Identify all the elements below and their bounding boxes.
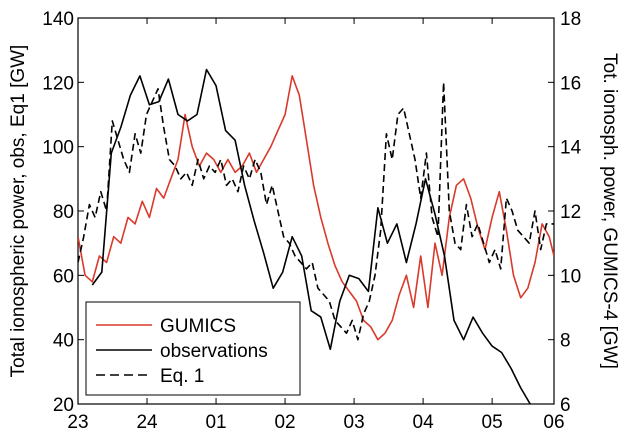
x-tick-label: 03: [344, 412, 365, 433]
x-tick-label: 06: [543, 412, 564, 433]
left-y-tick-label: 80: [53, 202, 74, 223]
left-y-tick-label: 100: [42, 138, 74, 159]
left-y-tick-label: 40: [53, 331, 74, 352]
left-y-tick-label: 60: [53, 266, 74, 287]
left-y-tick-label: 140: [42, 9, 74, 30]
left-y-tick-label: 120: [42, 73, 74, 94]
legend: GUMICS observations Eq. 1: [85, 301, 301, 396]
x-axis: 23 24 01 02 03 04 05 06: [67, 18, 565, 433]
series-line-observations: [91, 68, 531, 404]
series-line-eq-1: [78, 81, 554, 341]
right-y-tick-label: 10: [560, 266, 581, 287]
x-tick-label: 23: [67, 412, 88, 433]
right-y-tick-label: 14: [560, 138, 582, 159]
right-y-tick-label: 18: [560, 9, 581, 30]
right-y-tick-label: 6: [560, 395, 571, 416]
x-tick-label: 05: [482, 412, 503, 433]
series-layer: [78, 68, 554, 404]
right-y-tick-label: 16: [560, 73, 581, 94]
x-tick-label: 24: [136, 412, 158, 433]
right-y-axis-label: Tot. ionosph. power, GUMICS-4 [GW]: [599, 53, 620, 369]
legend-label: Eq. 1: [160, 366, 204, 387]
left-y-tick-label: 20: [53, 395, 74, 416]
legend-box: [85, 301, 301, 396]
legend-label: GUMICS: [160, 316, 236, 337]
right-y-axis: 6 8 10 12 14 16 18: [548, 9, 582, 416]
series-line-gumics: [78, 75, 554, 341]
legend-label: observations: [160, 341, 268, 362]
right-y-tick-label: 8: [560, 331, 571, 352]
x-tick-label: 04: [413, 412, 435, 433]
x-tick-label: 02: [274, 412, 295, 433]
left-y-axis: 20 40 60 80 100 120 140: [42, 9, 84, 416]
left-y-axis-label: Total ionospheric power, obs, Eq1 [GW]: [8, 45, 29, 378]
x-tick-label: 01: [205, 412, 226, 433]
right-y-tick-label: 12: [560, 202, 581, 223]
